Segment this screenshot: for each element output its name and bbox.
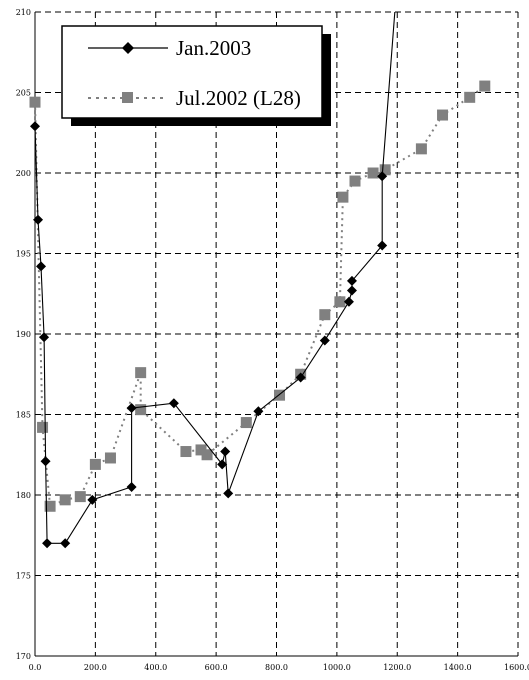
data-point-jan2003	[40, 456, 51, 467]
y-tick-label: 210	[16, 8, 31, 17]
x-tick-label: 1400.0	[444, 663, 472, 672]
data-point-jan2003	[217, 459, 228, 470]
y-tick-label: 175	[16, 572, 31, 581]
data-point-jan2003	[346, 275, 357, 286]
data-point-jul2002	[464, 91, 476, 103]
data-point-jul2002	[135, 404, 147, 416]
data-point-jul2002	[59, 494, 71, 506]
y-tick-label: 190	[16, 330, 31, 339]
data-point-jul2002	[437, 109, 449, 121]
data-point-jan2003	[343, 296, 354, 307]
series-jul2002	[29, 80, 491, 512]
data-point-jan2003	[42, 538, 53, 549]
data-point-jul2002	[337, 191, 349, 203]
data-point-jan2003	[319, 335, 330, 346]
data-point-jul2002	[274, 389, 286, 401]
x-tick-label: 1600.0	[504, 663, 529, 672]
x-tick-label: 1000.0	[323, 663, 351, 672]
x-tick-label: 800.0	[265, 663, 288, 672]
data-point-jul2002	[29, 96, 41, 108]
y-tick-label: 185	[16, 411, 31, 420]
data-point-jul2002	[74, 491, 86, 503]
data-point-jul2002	[104, 452, 116, 464]
data-point-jan2003	[346, 285, 357, 296]
y-tick-label: 200	[16, 169, 31, 178]
data-point-jan2003	[33, 214, 44, 225]
y-tick-label: 195	[16, 250, 31, 259]
axes	[34, 12, 518, 657]
data-point-jan2003	[377, 240, 388, 251]
data-point-jul2002	[349, 175, 361, 187]
y-tick-label: 205	[16, 89, 31, 98]
series-layer	[29, 12, 491, 549]
data-point-jul2002	[44, 500, 56, 512]
legend-label-jul2002: Jul.2002 (L28)	[176, 86, 301, 110]
data-point-jul2002	[240, 417, 252, 429]
data-point-jan2003	[168, 398, 179, 409]
tick-labels: 0.0 200.0 400.0 600.0 800.0 1000.0 1200.0 1400.…	[16, 8, 529, 672]
data-point-jul2002	[201, 449, 213, 461]
grid	[35, 11, 519, 656]
legend-label-jan2003: Jan.2003	[176, 36, 251, 60]
x-tick-label: 400.0	[144, 663, 167, 672]
legend-marker-jan2003	[122, 42, 134, 54]
data-point-jul2002	[334, 296, 346, 308]
series-jan2003	[30, 12, 396, 549]
data-point-jan2003	[377, 171, 388, 182]
data-point-jul2002	[367, 167, 379, 179]
data-point-jul2002	[195, 444, 207, 456]
x-tick-label: 600.0	[205, 663, 228, 672]
data-point-jan2003	[253, 406, 264, 417]
data-point-jan2003	[126, 403, 137, 414]
data-point-jan2003	[60, 538, 71, 549]
data-point-jul2002	[319, 309, 331, 321]
legend: Jan.2003 Jul.2002 (L28)	[61, 25, 331, 126]
y-tick-label: 180	[16, 491, 31, 500]
data-point-jan2003	[126, 481, 137, 492]
data-point-jul2002	[379, 164, 391, 176]
x-tick-label: 1200.0	[383, 663, 411, 672]
data-point-jan2003	[223, 488, 234, 499]
y-tick-label: 170	[16, 652, 31, 661]
x-tick-label: 200.0	[84, 663, 107, 672]
legend-marker-jul2002	[122, 92, 133, 103]
data-point-jan2003	[87, 494, 98, 505]
data-point-jan2003	[30, 121, 40, 132]
legend-box	[61, 25, 323, 119]
data-point-jul2002	[135, 367, 147, 379]
data-point-jul2002	[37, 421, 49, 433]
data-point-jan2003	[39, 332, 50, 343]
data-point-jul2002	[180, 446, 192, 458]
data-point-jan2003	[220, 446, 231, 457]
x-tick-label: 0.0	[29, 663, 42, 672]
data-point-jul2002	[89, 458, 101, 470]
data-point-jul2002	[415, 143, 427, 155]
data-point-jul2002	[479, 80, 491, 92]
data-point-jan2003	[295, 372, 306, 383]
data-point-jan2003	[36, 261, 47, 272]
